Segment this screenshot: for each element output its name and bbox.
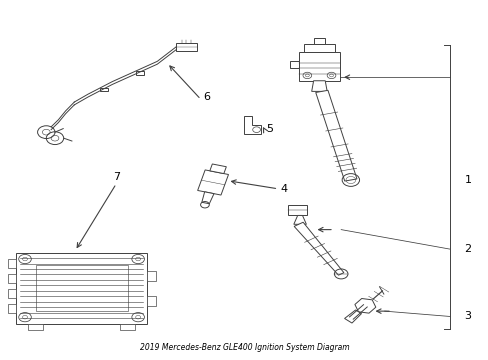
Text: 5: 5: [265, 123, 273, 134]
Bar: [146, 271, 155, 281]
Text: 2019 Mercedes-Benz GLE400 Ignition System Diagram: 2019 Mercedes-Benz GLE400 Ignition Syste…: [140, 343, 348, 352]
Polygon shape: [290, 61, 299, 68]
Bar: [136, 71, 143, 75]
Bar: [100, 87, 108, 91]
Text: 1: 1: [464, 175, 470, 185]
Bar: [8, 289, 16, 298]
Polygon shape: [202, 192, 214, 204]
Polygon shape: [304, 44, 334, 53]
Text: 7: 7: [113, 172, 120, 182]
Polygon shape: [313, 38, 325, 44]
Text: 2: 2: [464, 244, 470, 254]
Bar: [120, 324, 135, 330]
Polygon shape: [315, 90, 356, 181]
Polygon shape: [293, 215, 306, 224]
Polygon shape: [197, 170, 228, 195]
Text: 4: 4: [280, 184, 287, 194]
Bar: [8, 274, 16, 283]
Polygon shape: [299, 53, 339, 81]
Polygon shape: [176, 43, 197, 51]
Polygon shape: [287, 205, 307, 215]
Polygon shape: [354, 298, 375, 313]
Polygon shape: [311, 81, 326, 91]
Bar: [16, 253, 146, 324]
Polygon shape: [209, 164, 226, 174]
Bar: [28, 324, 43, 330]
Text: 6: 6: [203, 92, 210, 102]
Polygon shape: [344, 310, 361, 323]
Bar: [8, 304, 16, 313]
Bar: [36, 265, 127, 311]
Bar: [8, 260, 16, 268]
Polygon shape: [244, 116, 261, 134]
Bar: [146, 296, 155, 306]
Polygon shape: [294, 222, 343, 275]
Text: 3: 3: [464, 311, 470, 321]
